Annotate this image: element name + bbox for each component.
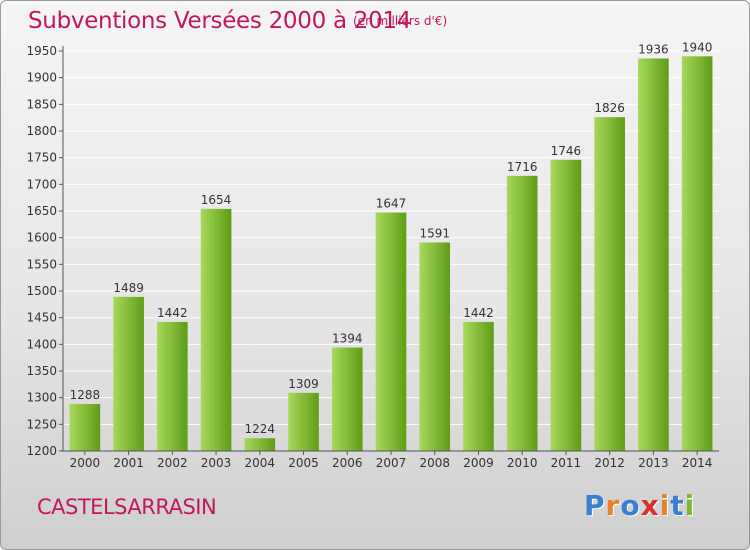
x-tick-label: 2014 (682, 456, 713, 470)
bar-value-label: 1647 (376, 197, 407, 211)
x-tick-label: 2011 (551, 456, 582, 470)
proxiti-logo: Proxiti (584, 489, 695, 522)
y-tick-label: 1550 (26, 257, 57, 271)
bar-value-label: 1309 (288, 377, 319, 391)
x-tick-label: 2007 (376, 456, 407, 470)
bars: 1288 1489 1442 1654 1224 1309 1394 1647 1591 1442… (69, 40, 713, 452)
chart-subtitle: (en milliers d'€) (353, 14, 448, 28)
bar-value-label: 1746 (551, 144, 582, 158)
logo-letter: P (584, 489, 606, 522)
bar (69, 404, 101, 451)
bar-value-label: 1936 (638, 42, 669, 56)
y-tick-label: 1250 (26, 417, 57, 431)
bar-value-label: 1940 (682, 40, 713, 54)
bar-value-label: 1442 (463, 306, 494, 320)
bar (681, 56, 713, 451)
x-tick-label: 2001 (113, 456, 144, 470)
logo-letter: r (605, 489, 621, 522)
bar-value-label: 1591 (419, 226, 450, 240)
city-name: CASTELSARRASIN (37, 495, 217, 519)
logo-letter: i (659, 489, 671, 522)
bar (506, 175, 538, 452)
bar-value-label: 1654 (201, 193, 232, 207)
bar (113, 296, 144, 451)
y-tick-label: 1450 (26, 311, 57, 325)
bar (638, 58, 669, 451)
y-tick-label: 1700 (26, 177, 57, 191)
x-tick-label: 2010 (507, 456, 538, 470)
x-tick-label: 2008 (419, 456, 450, 470)
x-tick-label: 2012 (594, 456, 625, 470)
x-tick-label: 2005 (288, 456, 319, 470)
bar-value-label: 1716 (507, 160, 538, 174)
x-tick-label: 2003 (201, 456, 232, 470)
bar (244, 438, 276, 451)
y-tick-label: 1500 (26, 284, 57, 298)
y-tick-label: 1850 (26, 97, 57, 111)
logo-letter: i (684, 489, 696, 522)
y-tick-label: 1300 (26, 391, 57, 405)
bar-value-label: 1489 (113, 281, 144, 295)
y-tick-label: 1950 (26, 44, 57, 58)
y-tick-label: 1600 (26, 231, 57, 245)
bar (375, 212, 407, 451)
x-tick-label: 2009 (463, 456, 494, 470)
y-tick-label: 1900 (26, 71, 57, 85)
y-tick-label: 1200 (26, 444, 57, 458)
bar (550, 159, 582, 452)
logo-letter: o (620, 489, 641, 522)
bar (331, 347, 363, 451)
bar-value-label: 1394 (332, 332, 363, 346)
x-tick-label: 2004 (245, 456, 276, 470)
bar-value-label: 1288 (70, 388, 101, 402)
bar-value-label: 1826 (594, 101, 625, 115)
x-tick-label: 2006 (332, 456, 363, 470)
logo-letter: t (670, 489, 685, 522)
axes: 1200 1250 1300 1350 1400 1450 1500 1550 1600 1650… (26, 44, 719, 470)
y-tick-label: 1800 (26, 124, 57, 138)
y-tick-label: 1650 (26, 204, 57, 218)
y-tick-label: 1400 (26, 337, 57, 351)
bar (463, 321, 494, 451)
y-tick-label: 1350 (26, 364, 57, 378)
logo-letter: x (640, 489, 660, 522)
x-tick-label: 2002 (157, 456, 188, 470)
x-tick-label: 2000 (70, 456, 101, 470)
bar (200, 208, 232, 451)
bar (594, 117, 625, 451)
x-tick-label: 2013 (638, 456, 669, 470)
bar (288, 392, 319, 451)
bar (157, 321, 188, 451)
bar (419, 242, 451, 451)
bar-value-label: 1224 (245, 422, 276, 436)
y-tick-label: 1750 (26, 151, 57, 165)
chart-title: Subventions Versées 2000 à 2014 (28, 8, 412, 34)
bar-value-label: 1442 (157, 306, 188, 320)
